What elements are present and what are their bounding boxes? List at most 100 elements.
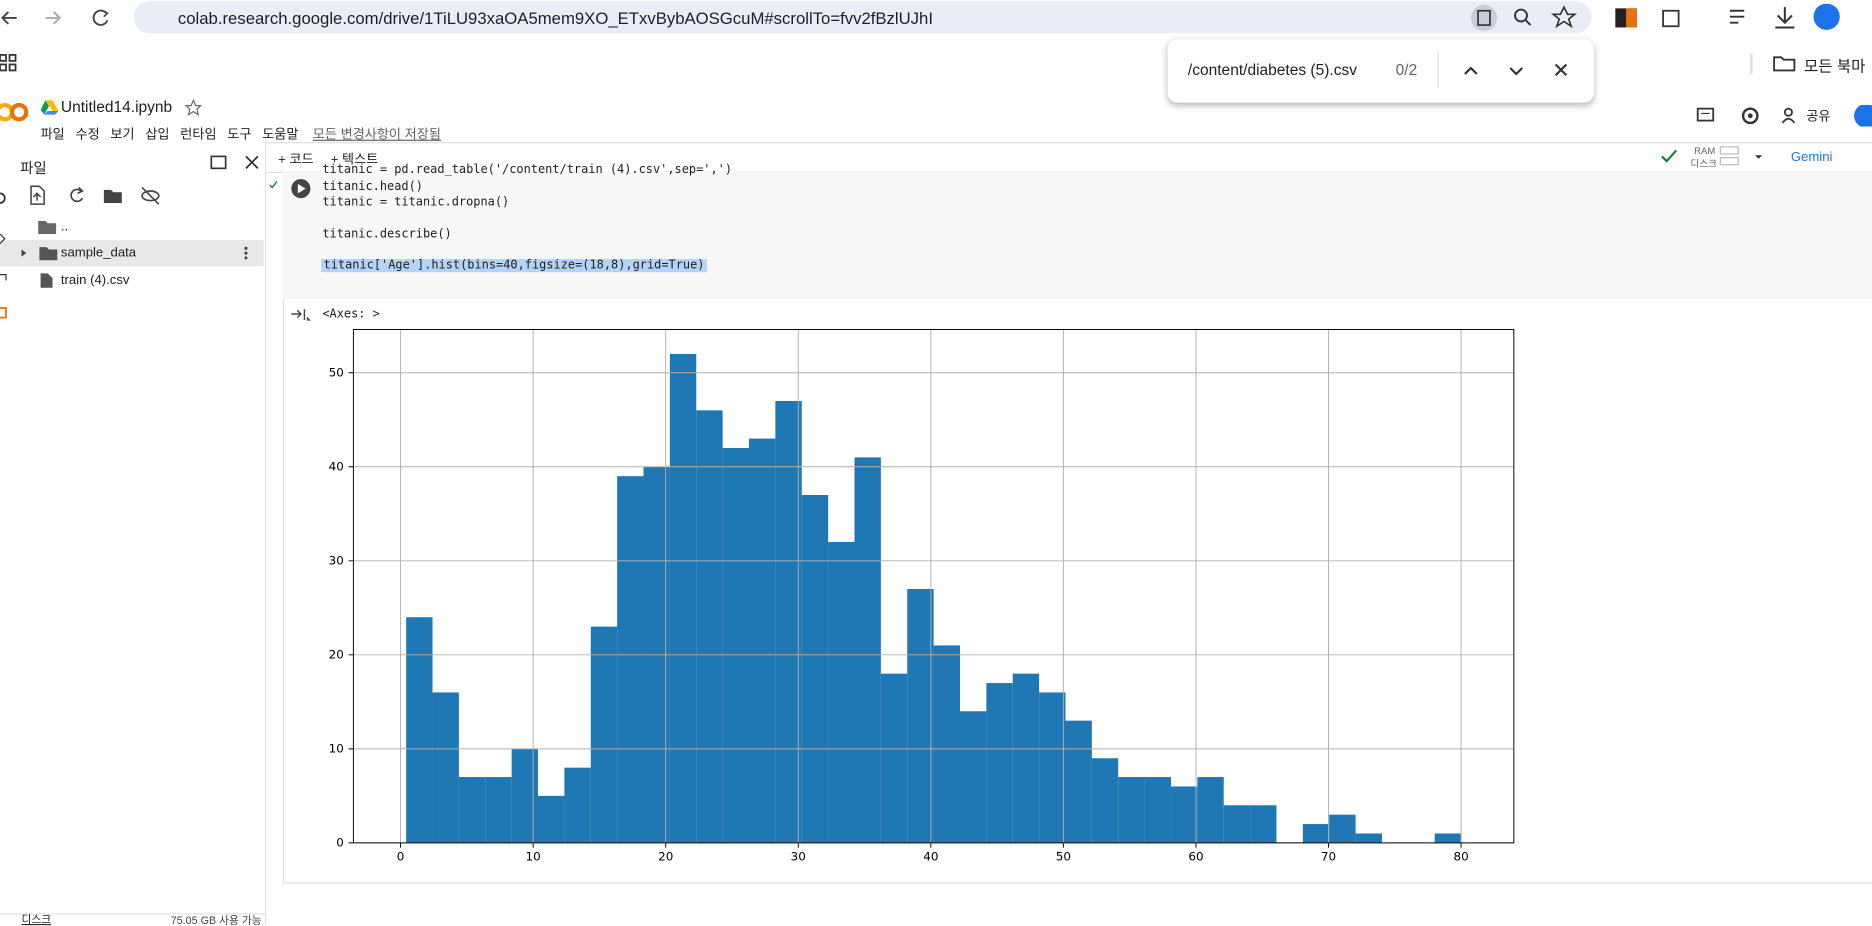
bar [959,711,987,843]
bar [1039,692,1066,843]
gemini-button[interactable]: Gemini [1790,150,1833,165]
sidebar-border [265,142,267,926]
header-icons[interactable] [1695,105,1872,127]
bar [1197,777,1224,843]
menu-item[interactable]: 도움말 [262,127,299,143]
bar [1091,758,1119,843]
code-cell [282,170,1872,299]
disk-free: 75.05 GB 사용 가능 [170,914,262,926]
file-item[interactable]: .. [60,219,69,235]
code-line: titanic.head() [322,180,423,194]
add-code[interactable]: + 코드 [278,152,314,168]
bar [880,673,908,843]
divider [1437,52,1439,89]
code-line: titanic = titanic.dropna() [322,195,510,209]
file-actions[interactable] [29,185,172,206]
folder-icon [1773,56,1796,72]
x-tick-label: 70 [1321,850,1336,864]
run-button[interactable] [289,177,313,201]
bar [722,447,750,843]
notebook-title[interactable]: Untitled14.ipynb [60,97,173,116]
bar [617,476,644,843]
menu-item[interactable]: 도구 [227,127,252,143]
divider [1750,53,1753,75]
bar [1065,720,1092,843]
bar [1302,824,1330,843]
bar [511,748,539,843]
bar [458,777,486,843]
url-box[interactable] [133,1,1592,34]
bar [801,494,829,843]
left-rail-icons[interactable] [0,191,12,322]
bar [1355,833,1382,843]
bar [1118,777,1145,843]
add-text[interactable]: + 텍스트 [330,152,379,168]
plot-frame [352,329,1515,844]
y-tick-label: 10 [329,741,344,755]
bar [406,617,433,843]
bar [1434,833,1462,843]
star-icon[interactable] [185,99,202,116]
x-tick-label: 20 [658,850,673,864]
code-line: titanic.describe() [322,228,452,242]
output-icon[interactable] [290,307,311,324]
bar [1223,805,1251,843]
output-border [282,298,285,883]
bar [1329,814,1356,843]
save-status[interactable]: 모든 변경사항이 저장됨 [312,127,441,143]
output-border [282,882,1872,884]
bar [485,777,512,843]
x-tick-label: 40 [923,850,938,864]
exec-status [269,181,278,189]
divider [0,913,266,915]
bar [933,645,960,843]
y-tick-label: 0 [336,835,344,849]
x-tick-label: 0 [397,850,405,864]
menu-item[interactable]: 파일 [40,127,65,143]
resource-meter[interactable] [1719,146,1767,170]
code-line-selected: titanic['Age'].hist(bins=40,figsize=(18,… [321,259,707,273]
colab-logo[interactable] [0,100,29,124]
output-text: <Axes: > [322,308,380,322]
check-icon [1661,149,1678,163]
ram-label: RAM [1694,145,1716,157]
disk-label: 디스크 [21,913,52,926]
bar [986,683,1013,843]
file-item[interactable]: sample_data [60,245,137,261]
menu-item[interactable]: 삽입 [145,127,170,143]
find-count: 0/2 [1395,60,1418,79]
bar [1012,673,1040,843]
drive-icon [40,100,59,115]
x-tick-label: 30 [791,850,806,864]
file-tree-icons [21,220,248,288]
find-buttons[interactable] [1461,60,1571,81]
nav-buttons[interactable] [0,5,119,31]
bar [828,542,855,843]
share-button[interactable]: 공유 [1806,109,1831,125]
sidebar-buttons[interactable] [209,154,263,173]
browser-icons[interactable] [1468,3,1862,33]
url[interactable]: colab.research.google.com/drive/1TiLU93x… [177,8,933,28]
y-tick-label: 30 [329,553,344,567]
y-tick-label: 40 [329,459,344,473]
file-item[interactable]: train (4).csv [60,273,130,288]
x-tick-label: 50 [1056,850,1071,864]
bar [907,589,934,843]
bar [538,795,565,843]
x-tick-label: 60 [1188,850,1203,864]
menu-item[interactable]: 수정 [75,127,100,143]
code-clip [283,142,1645,171]
bar [1144,777,1171,843]
bar [775,400,802,843]
sidebar-title: 파일 [20,159,47,177]
find-query[interactable]: /content/diabetes (5).csv [1187,60,1358,79]
apps-icon[interactable] [0,53,19,74]
histogram-chart: 0 10 20 30 40 50 60 70 80 0 10 20 30 40 50 [329,329,1515,864]
bookmarks[interactable]: 모든 북마 [1803,57,1866,76]
menu-item[interactable]: 보기 [110,127,135,143]
bar [1250,805,1277,843]
menu-bar: 파일 수정 보기 삽입 런타임 도구 도움말 [41,124,310,143]
menu-item[interactable]: 런타임 [180,127,217,143]
bar [1170,786,1198,843]
